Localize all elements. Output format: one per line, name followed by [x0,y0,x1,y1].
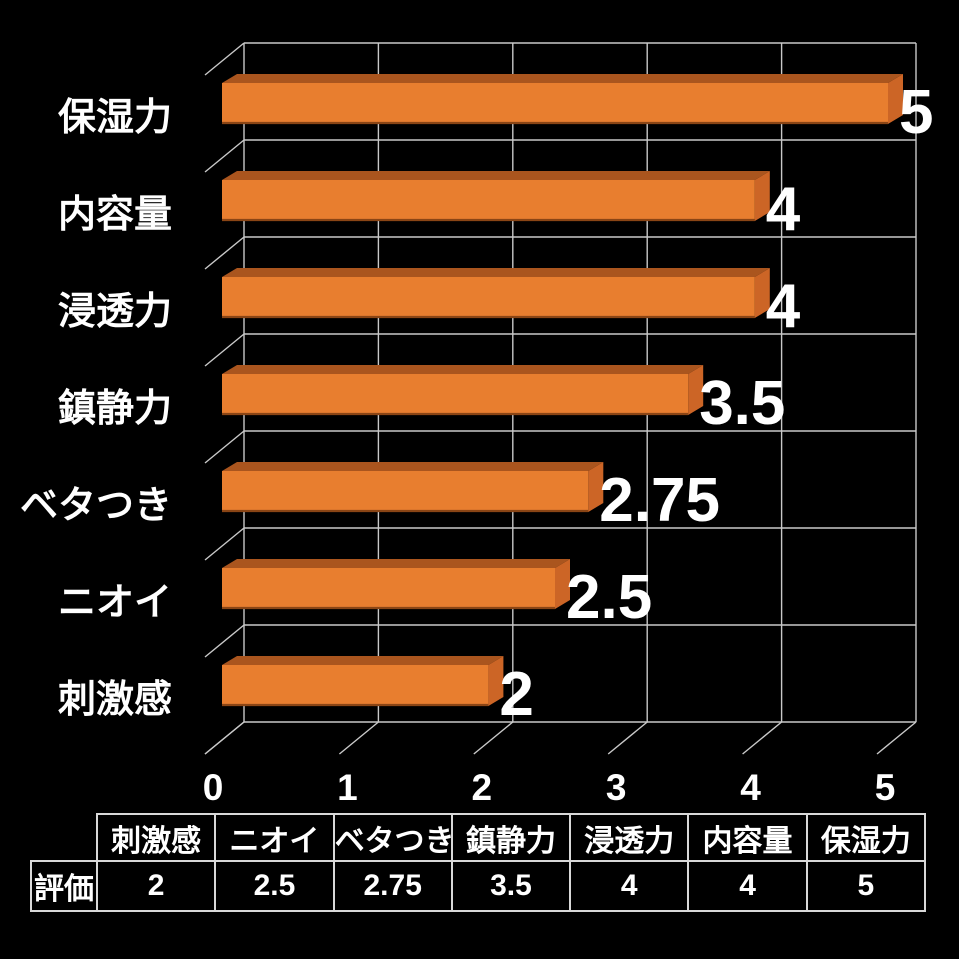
category-label: 鎮静力 [58,388,172,430]
value-axis-tick [607,721,648,755]
table-header-row: 刺激感 ニオイ ベタつき 鎮静力 浸透力 内容量 保湿力 [31,813,927,862]
category-label: 刺激感 [58,679,172,721]
table-value-cell: 3.5 [450,860,572,912]
table-value-cell: 4 [687,860,808,912]
category-axis-tick [204,333,245,367]
x-tick-label: 4 [740,767,761,808]
category-label: 保湿力 [58,97,172,139]
x-tick-label: 0 [203,767,224,808]
bar-end-face [754,268,770,318]
category-axis-tick [204,527,245,561]
bar-top-face [222,74,903,83]
table-col-header: 鎮静力 [450,813,572,862]
category-axis-tick [204,624,245,658]
category-axis-tick [204,42,245,76]
bar [222,277,755,318]
x-tick-label: 3 [606,767,627,808]
bar [222,471,589,512]
bar-value-label: 2.5 [566,563,652,632]
table-col-header: 刺激感 [95,813,217,862]
table-col-header: ニオイ [214,813,335,862]
bar [222,180,755,221]
bar [222,568,555,609]
table-col-header: 内容量 [687,813,808,862]
category-label: ベタつき [20,485,172,527]
bar-value-label: 4 [766,175,801,244]
category-axis-tick [204,139,245,173]
bar-value-label: 4 [766,272,801,341]
bar-top-face [222,656,504,665]
bar-top-face [222,559,570,568]
bar [222,374,689,415]
bar-end-face [555,559,570,609]
category-label: 浸透力 [58,291,172,333]
bar [222,83,888,124]
value-axis-tick [473,721,514,755]
bar-chart-3d: 5 保湿力 4 内容量 4 浸透力 3.5 鎮静力 2.75 ベタつき 2.5 ニオイ 2 刺激感 0 1 2 3… [20,42,933,808]
bar-end-face [754,171,770,221]
table-value-cell: 4 [569,860,690,912]
bar-value-label: 2.75 [599,466,720,535]
bar-end-face [688,365,704,415]
bar-top-face [222,171,770,180]
bar-value-label: 5 [899,78,933,147]
table-col-header: ベタつき [332,813,453,862]
bar-top-face [222,365,704,374]
x-tick-label: 5 [875,767,896,808]
table-value-cell: 2.75 [332,860,453,912]
category-axis-tick [204,430,245,464]
bar-value-label: 2 [499,660,533,729]
category-axis-tick [204,236,245,270]
value-axis-tick [204,721,245,755]
bar-end-face [888,74,903,124]
table-value-cell: 5 [805,860,927,912]
table-value-cell: 2 [95,860,217,912]
table-value-row: 評価 2 2.5 2.75 3.5 4 4 5 [30,860,927,912]
bar-top-face [222,268,770,277]
bar-end-face [488,656,504,706]
bar [222,665,489,706]
value-axis-tick [338,721,379,755]
table-col-header: 保湿力 [805,813,927,862]
x-tick-label: 1 [337,767,358,808]
table-col-header: 浸透力 [569,813,690,862]
value-axis-tick [876,721,917,755]
table-value-cell: 2.5 [214,860,335,912]
table-corner-cell [31,814,97,861]
bar-top-face [222,462,604,471]
category-label: 内容量 [58,194,172,236]
bar-end-face [588,462,604,512]
table-row-header: 評価 [30,860,98,912]
rating-table: 刺激感 ニオイ ベタつき 鎮静力 浸透力 内容量 保湿力 評価 2 2.5 2.… [30,813,927,912]
value-axis-tick [742,721,783,755]
x-tick-label: 2 [472,767,493,808]
bar-value-label: 3.5 [699,369,785,438]
category-label: ニオイ [58,582,172,624]
